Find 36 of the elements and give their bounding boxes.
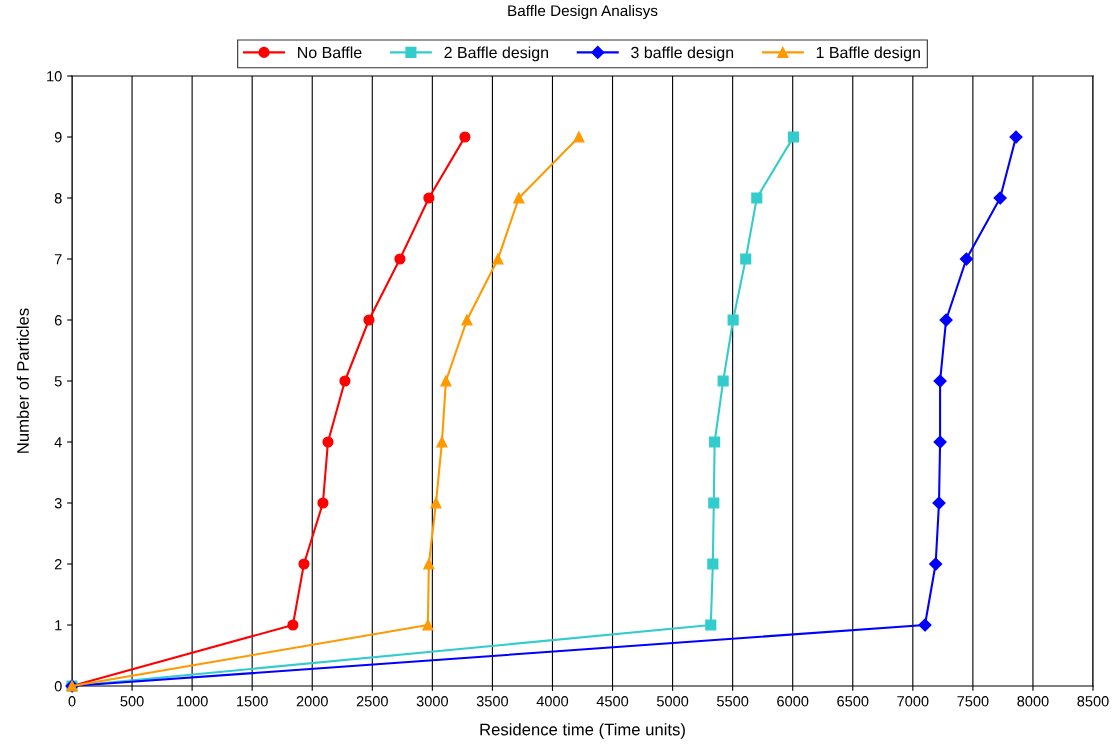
x-tick-label: 3000 xyxy=(416,696,449,707)
legend-label: 1 Baffle design xyxy=(816,46,920,62)
x-tick-label: 7000 xyxy=(897,696,929,707)
legend-label: 2 Baffle design xyxy=(444,46,548,62)
x-tick-label: 2500 xyxy=(356,696,388,707)
y-tick-label: 4 xyxy=(54,437,62,448)
x-tick-label: 1000 xyxy=(177,696,208,707)
y-tick-label: 6 xyxy=(54,315,62,326)
y-tick-label: 0 xyxy=(54,681,62,692)
x-tick-label: 8500 xyxy=(1077,696,1109,707)
x-tick-label: 3500 xyxy=(476,696,509,707)
y-tick-label: 2 xyxy=(54,559,62,570)
x-tick-label: 8000 xyxy=(1017,696,1049,707)
y-tick-label: 9 xyxy=(54,132,62,143)
x-tick-label: 4000 xyxy=(536,696,569,707)
y-tick-label: 1 xyxy=(55,620,62,631)
legend-label: 3 baffle design xyxy=(631,46,734,62)
y-tick-label: 5 xyxy=(54,376,62,387)
x-tick-label: 5000 xyxy=(656,696,689,707)
y-tick-label: 10 xyxy=(47,71,62,82)
y-tick-label: 7 xyxy=(54,254,62,265)
x-axis-title: Residence time (Time units) xyxy=(480,723,685,739)
chart-title: Baffle Design Analisys xyxy=(508,4,658,20)
x-tick-label: 6500 xyxy=(837,696,869,707)
y-axis-title: Number of Particles xyxy=(16,308,29,453)
legend-label: No Baffle xyxy=(298,46,362,59)
x-tick-label: 500 xyxy=(120,696,144,707)
y-tick-label: 8 xyxy=(54,193,62,204)
y-tick-label: 3 xyxy=(54,498,62,509)
x-tick-label: 5500 xyxy=(717,696,749,707)
x-tick-label: 4500 xyxy=(596,696,629,707)
x-tick-label: 6000 xyxy=(777,696,809,707)
x-tick-label: 1500 xyxy=(237,696,268,707)
x-tick-label: 2000 xyxy=(296,696,328,707)
x-tick-label: 7500 xyxy=(957,696,989,707)
x-tick-label: 0 xyxy=(68,696,76,707)
